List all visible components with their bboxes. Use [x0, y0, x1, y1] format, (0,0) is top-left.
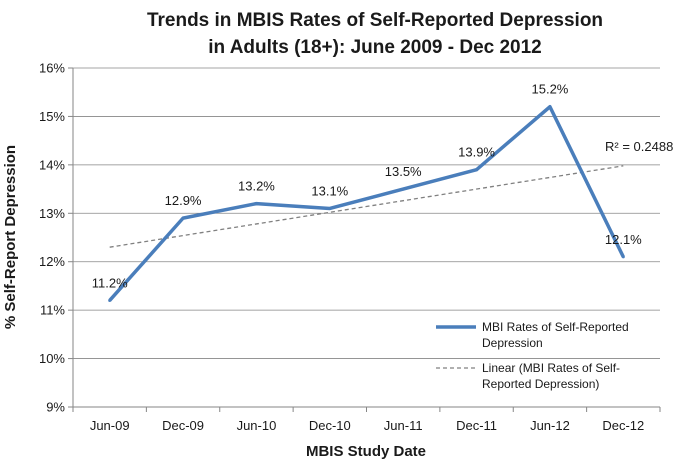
- data-label: 12.1%: [605, 232, 642, 247]
- data-label: 13.2%: [238, 179, 275, 194]
- y-tick-label: 11%: [40, 303, 65, 318]
- y-tick-label: 15%: [39, 109, 65, 124]
- x-axis-ticks: Jun-09 Dec-09 Jun-10 Dec-10 Jun-11 Dec-11 Jun-…: [72, 407, 661, 433]
- y-tick-label: 13%: [39, 206, 65, 221]
- data-point: [548, 105, 552, 109]
- data-point: [621, 255, 625, 259]
- y-axis-ticks: 9% 10% 11% 12% 13% 14% 15% 16%: [39, 61, 73, 415]
- data-point: [254, 202, 258, 206]
- x-tick-label: Jun-10: [237, 418, 277, 433]
- y-tick-label: 10%: [39, 351, 65, 366]
- data-label: 12.9%: [165, 193, 202, 208]
- chart-title-line-1: Trends in MBIS Rates of Self-Reported De…: [147, 10, 603, 31]
- legend-series-label-line-1: MBI Rates of Self-Reported: [482, 320, 629, 334]
- y-tick-label: 12%: [39, 254, 65, 269]
- y-tick-label: 16%: [39, 61, 65, 76]
- x-tick-label: Jun-12: [530, 418, 570, 433]
- legend: MBI Rates of Self-Reported Depression Li…: [436, 320, 629, 391]
- legend-trendline-label-line-2: Reported Depression): [482, 377, 599, 391]
- data-point: [475, 168, 479, 172]
- x-tick-label: Dec-10: [309, 418, 351, 433]
- data-label: 15.2%: [532, 82, 569, 97]
- y-tick-label: 14%: [39, 157, 65, 172]
- data-point: [181, 216, 185, 220]
- legend-trendline-label-line-1: Linear (MBI Rates of Self-: [482, 361, 620, 375]
- y-axis-label: % Self-Report Depression: [2, 145, 19, 329]
- data-point: [328, 206, 332, 210]
- x-tick-label: Dec-09: [162, 418, 204, 433]
- data-label: 13.5%: [385, 164, 422, 179]
- r2-label: R² = 0.2488: [605, 139, 673, 154]
- x-axis-label: MBIS Study Date: [306, 443, 426, 460]
- data-point: [108, 298, 112, 302]
- data-labels: 11.2% 12.9% 13.2% 13.1% 13.5% 13.9% 15.2% 12.1%: [92, 82, 642, 302]
- x-tick-label: Jun-11: [384, 418, 423, 433]
- data-label: 13.9%: [458, 145, 495, 160]
- data-label: 13.1%: [311, 183, 348, 198]
- y-tick-label: 9%: [46, 400, 65, 415]
- x-tick-label: Dec-12: [602, 418, 644, 433]
- x-tick-label: Dec-11: [456, 418, 497, 433]
- chart-title-line-2: in Adults (18+): June 2009 - Dec 2012: [208, 37, 542, 58]
- data-point: [401, 187, 405, 191]
- gridlines: [73, 67, 660, 359]
- data-label: 11.2%: [92, 275, 128, 290]
- linear-trendline: [109, 165, 624, 248]
- x-tick-label: Jun-09: [90, 418, 130, 433]
- series-line: [108, 104, 625, 302]
- legend-series-label-line-2: Depression: [482, 336, 543, 350]
